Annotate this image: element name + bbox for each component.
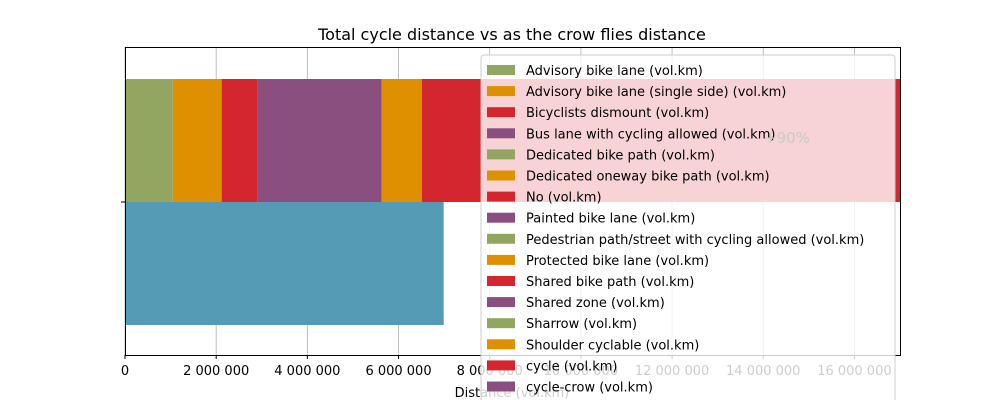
legend-label-10: Shared bike path (vol.km)	[526, 275, 694, 290]
legend-label-1: Advisory bike lane (single side) (vol.km…	[526, 85, 786, 100]
legend-label-12: Sharrow (vol.km)	[526, 317, 637, 332]
legend-label-0: Advisory bike lane (vol.km)	[526, 64, 703, 79]
legend: Advisory bike lane (vol.km) Advisory bike…	[480, 54, 896, 400]
legend-swatch-7	[487, 212, 515, 223]
legend-swatch-12	[487, 318, 515, 329]
legend-swatch-4	[487, 149, 515, 160]
bar-0-2	[221, 79, 258, 202]
legend-label-8: Pedestrian path/street with cycling allo…	[526, 233, 864, 248]
bar-annotation: +90%	[764, 129, 810, 147]
bar-0-1	[172, 79, 222, 202]
legend-swatch-9	[487, 254, 515, 265]
chart-title: Total cycle distance vs as the crow flie…	[317, 25, 706, 44]
legend-swatch-8	[487, 233, 515, 244]
bar-1-16	[125, 202, 444, 325]
legend-label-11: Shared zone (vol.km)	[526, 296, 665, 311]
legend-label-5: Dedicated oneway bike path (vol.km)	[526, 170, 770, 185]
x-tick-label-2: 4 000 000	[274, 364, 340, 379]
legend-swatch-1	[487, 86, 515, 97]
x-tick-label-1: 2 000 000	[183, 364, 249, 379]
legend-label-15: cycle-crow (vol.km)	[526, 381, 653, 396]
legend-label-4: Dedicated bike path (vol.km)	[526, 148, 715, 163]
legend-swatch-14	[487, 360, 515, 371]
legend-label-3: Bus lane with cycling allowed (vol.km)	[526, 127, 775, 142]
legend-label-7: Painted bike lane (vol.km)	[526, 212, 695, 227]
legend-swatch-10	[487, 276, 515, 286]
legend-frame	[480, 54, 896, 400]
legend-label-13: Shoulder cyclable (vol.km)	[526, 338, 699, 353]
bar-0-5	[381, 79, 422, 202]
legend-swatch-13	[487, 339, 515, 350]
legend-swatch-15	[487, 381, 515, 392]
bar-0-0	[125, 79, 173, 202]
legend-swatch-11	[487, 297, 515, 308]
bar-0-3	[257, 79, 382, 202]
x-tick-label-0: 0	[121, 364, 129, 379]
legend-label-9: Protected bike lane (vol.km)	[526, 254, 709, 269]
legend-swatch-3	[487, 128, 515, 139]
legend-swatch-2	[487, 107, 515, 118]
legend-label-2: Bicyclists dismount (vol.km)	[526, 106, 709, 121]
legend-label-6: No (vol.km)	[526, 191, 602, 206]
legend-swatch-0	[487, 65, 515, 75]
legend-swatch-5	[487, 170, 515, 181]
legend-swatch-6	[487, 191, 515, 202]
legend-label-14: cycle (vol.km)	[526, 359, 617, 374]
x-tick-label-3: 6 000 000	[365, 364, 431, 379]
